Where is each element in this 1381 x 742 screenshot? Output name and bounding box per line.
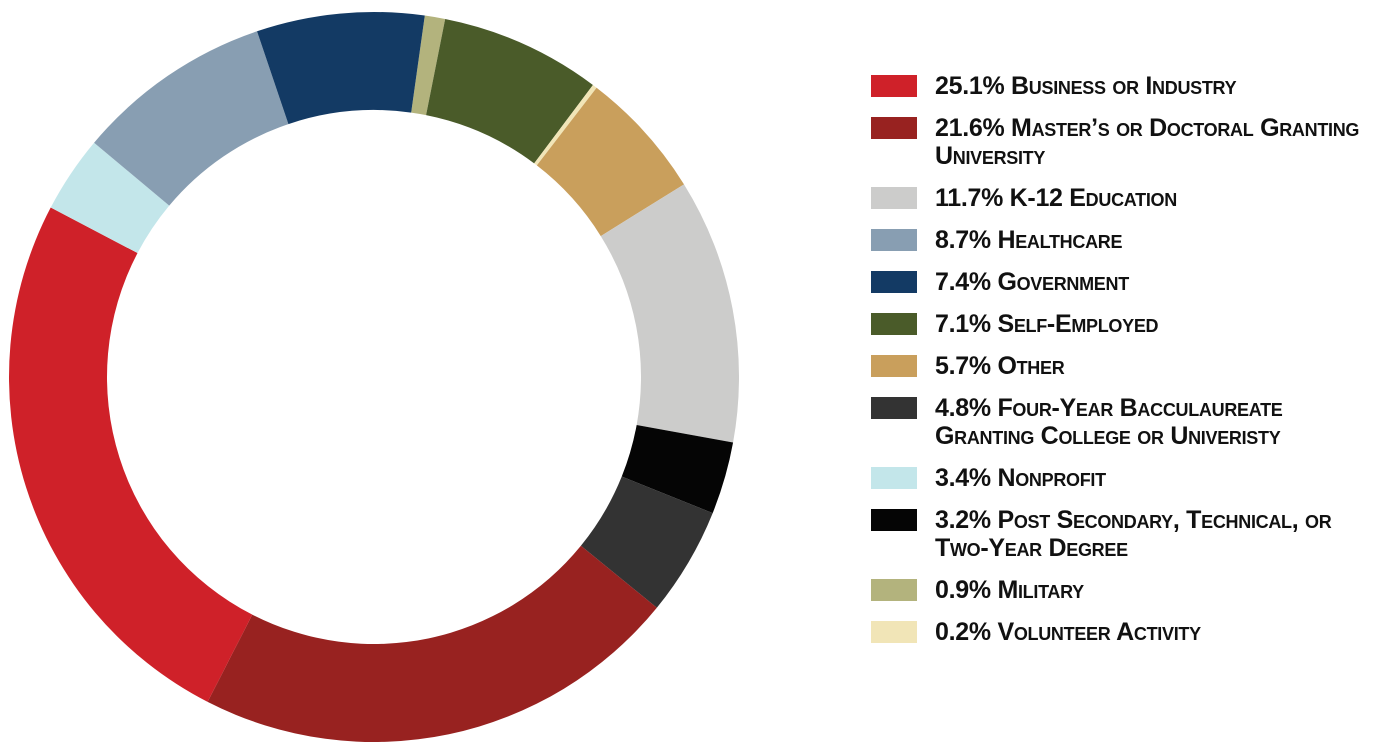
legend-text: 5.7% Other <box>935 352 1371 380</box>
legend-text: 25.1% Business or Industry <box>935 72 1371 100</box>
legend-value: 8.7% <box>935 226 991 254</box>
legend-item: 7.1% Self-Employed <box>871 310 1376 338</box>
legend-swatch <box>871 397 917 419</box>
donut-slice <box>534 84 597 166</box>
legend-swatch <box>871 355 917 377</box>
legend-label: Military <box>997 576 1084 604</box>
donut-slice <box>426 19 593 164</box>
legend-label: Master’s or Doctoral Granting University <box>935 114 1360 170</box>
legend-item: 3.4% Nonprofit <box>871 464 1376 492</box>
legend-label: Other <box>997 352 1065 380</box>
legend-text: 11.7% K-12 Education <box>935 184 1371 212</box>
legend-value: 0.9% <box>935 576 991 604</box>
legend-text: 3.4% Nonprofit <box>935 464 1371 492</box>
legend-label: Government <box>997 268 1129 296</box>
legend-label: Post Secondary, Technical, or Two-Year D… <box>935 506 1332 562</box>
legend-value: 3.2% <box>935 506 991 534</box>
legend-item: 4.8% Four-Year Bacculaureate Granting Co… <box>871 394 1376 450</box>
legend-item: 21.6% Master’s or Doctoral Granting Univ… <box>871 114 1376 170</box>
legend-item: 5.7% Other <box>871 352 1376 380</box>
legend-item: 7.4% Government <box>871 268 1376 296</box>
legend-value: 7.4% <box>935 268 991 296</box>
legend-value: 5.7% <box>935 352 991 380</box>
donut-slice <box>207 545 657 742</box>
legend-swatch <box>871 621 917 643</box>
donut-slice <box>94 31 289 206</box>
legend-item: 8.7% Healthcare <box>871 226 1376 254</box>
legend-swatch <box>871 271 917 293</box>
legend-item: 0.9% Military <box>871 576 1376 604</box>
legend-label: K-12 Education <box>1009 184 1178 212</box>
chart <box>8 12 739 742</box>
legend-text: 8.7% Healthcare <box>935 226 1371 254</box>
legend-swatch <box>871 75 917 97</box>
legend-value: 4.8% <box>935 394 991 422</box>
legend-label: Business or Industry <box>1011 72 1237 100</box>
legend-label: Nonprofit <box>997 464 1106 492</box>
legend-text: 3.2% Post Secondary, Technical, or Two-Y… <box>935 506 1371 562</box>
legend-value: 25.1% <box>935 72 1005 100</box>
legend-swatch <box>871 579 917 601</box>
legend-value: 21.6% <box>935 114 1005 142</box>
legend-value: 11.7% <box>935 184 1004 212</box>
legend-label: Volunteer Activity <box>997 618 1201 646</box>
legend-item: 11.7% K-12 Education <box>871 184 1376 212</box>
legend-swatch <box>871 467 917 489</box>
donut-slice <box>257 12 425 125</box>
legend: 25.1% Business or Industry 21.6% Master’s… <box>871 72 1376 660</box>
legend-swatch <box>871 229 917 251</box>
donut-slice <box>411 15 446 116</box>
donut-slice <box>8 207 253 702</box>
legend-item: 0.2% Volunteer Activity <box>871 618 1376 646</box>
legend-value: 3.4% <box>935 464 991 492</box>
legend-text: 7.1% Self-Employed <box>935 310 1371 338</box>
donut-slice <box>50 142 170 254</box>
legend-label: Self-Employed <box>997 310 1159 338</box>
legend-label: Healthcare <box>997 226 1123 254</box>
legend-value: 7.1% <box>935 310 991 338</box>
donut-slice <box>600 184 739 443</box>
legend-swatch <box>871 313 917 335</box>
donut-slice <box>580 476 713 608</box>
donut-slice <box>621 424 734 514</box>
legend-swatch <box>871 187 917 209</box>
legend-text: 7.4% Government <box>935 268 1371 296</box>
legend-item: 25.1% Business or Industry <box>871 72 1376 100</box>
legend-swatch <box>871 117 917 139</box>
legend-item: 3.2% Post Secondary, Technical, or Two-Y… <box>871 506 1376 562</box>
legend-label: Four-Year Bacculaureate Granting College… <box>935 394 1283 450</box>
legend-text: 21.6% Master’s or Doctoral Granting Univ… <box>935 114 1371 170</box>
legend-swatch <box>871 509 917 531</box>
legend-value: 0.2% <box>935 618 991 646</box>
legend-text: 0.2% Volunteer Activity <box>935 618 1371 646</box>
legend-text: 4.8% Four-Year Bacculaureate Granting Co… <box>935 394 1371 450</box>
donut-slice <box>536 87 685 237</box>
legend-text: 0.9% Military <box>935 576 1371 604</box>
